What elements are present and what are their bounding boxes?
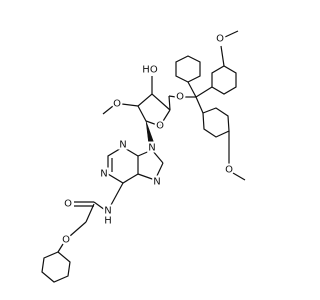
atom-label: H bbox=[104, 216, 112, 227]
atom-label: O bbox=[64, 199, 72, 210]
atom-label: O bbox=[216, 34, 224, 45]
atom-label: O bbox=[113, 99, 121, 110]
atom-label: N bbox=[100, 169, 107, 180]
wedge-bond bbox=[145, 120, 156, 147]
atom-label: O bbox=[62, 235, 70, 246]
bonds bbox=[41, 30, 246, 283]
atom-label: N bbox=[148, 143, 155, 154]
atom-label: N bbox=[104, 206, 111, 217]
atom-label: O bbox=[156, 121, 164, 132]
atom-label: N bbox=[119, 140, 126, 151]
atom-labels: HO O O O O O N N N N N H O O bbox=[60, 32, 235, 248]
atom-label: O bbox=[176, 92, 184, 103]
atom-label: N bbox=[153, 177, 160, 188]
atom-label: O bbox=[225, 165, 233, 176]
atom-label: HO bbox=[142, 65, 158, 76]
molecule-diagram: HO O O O O O N N N N N H O O bbox=[41, 30, 246, 283]
